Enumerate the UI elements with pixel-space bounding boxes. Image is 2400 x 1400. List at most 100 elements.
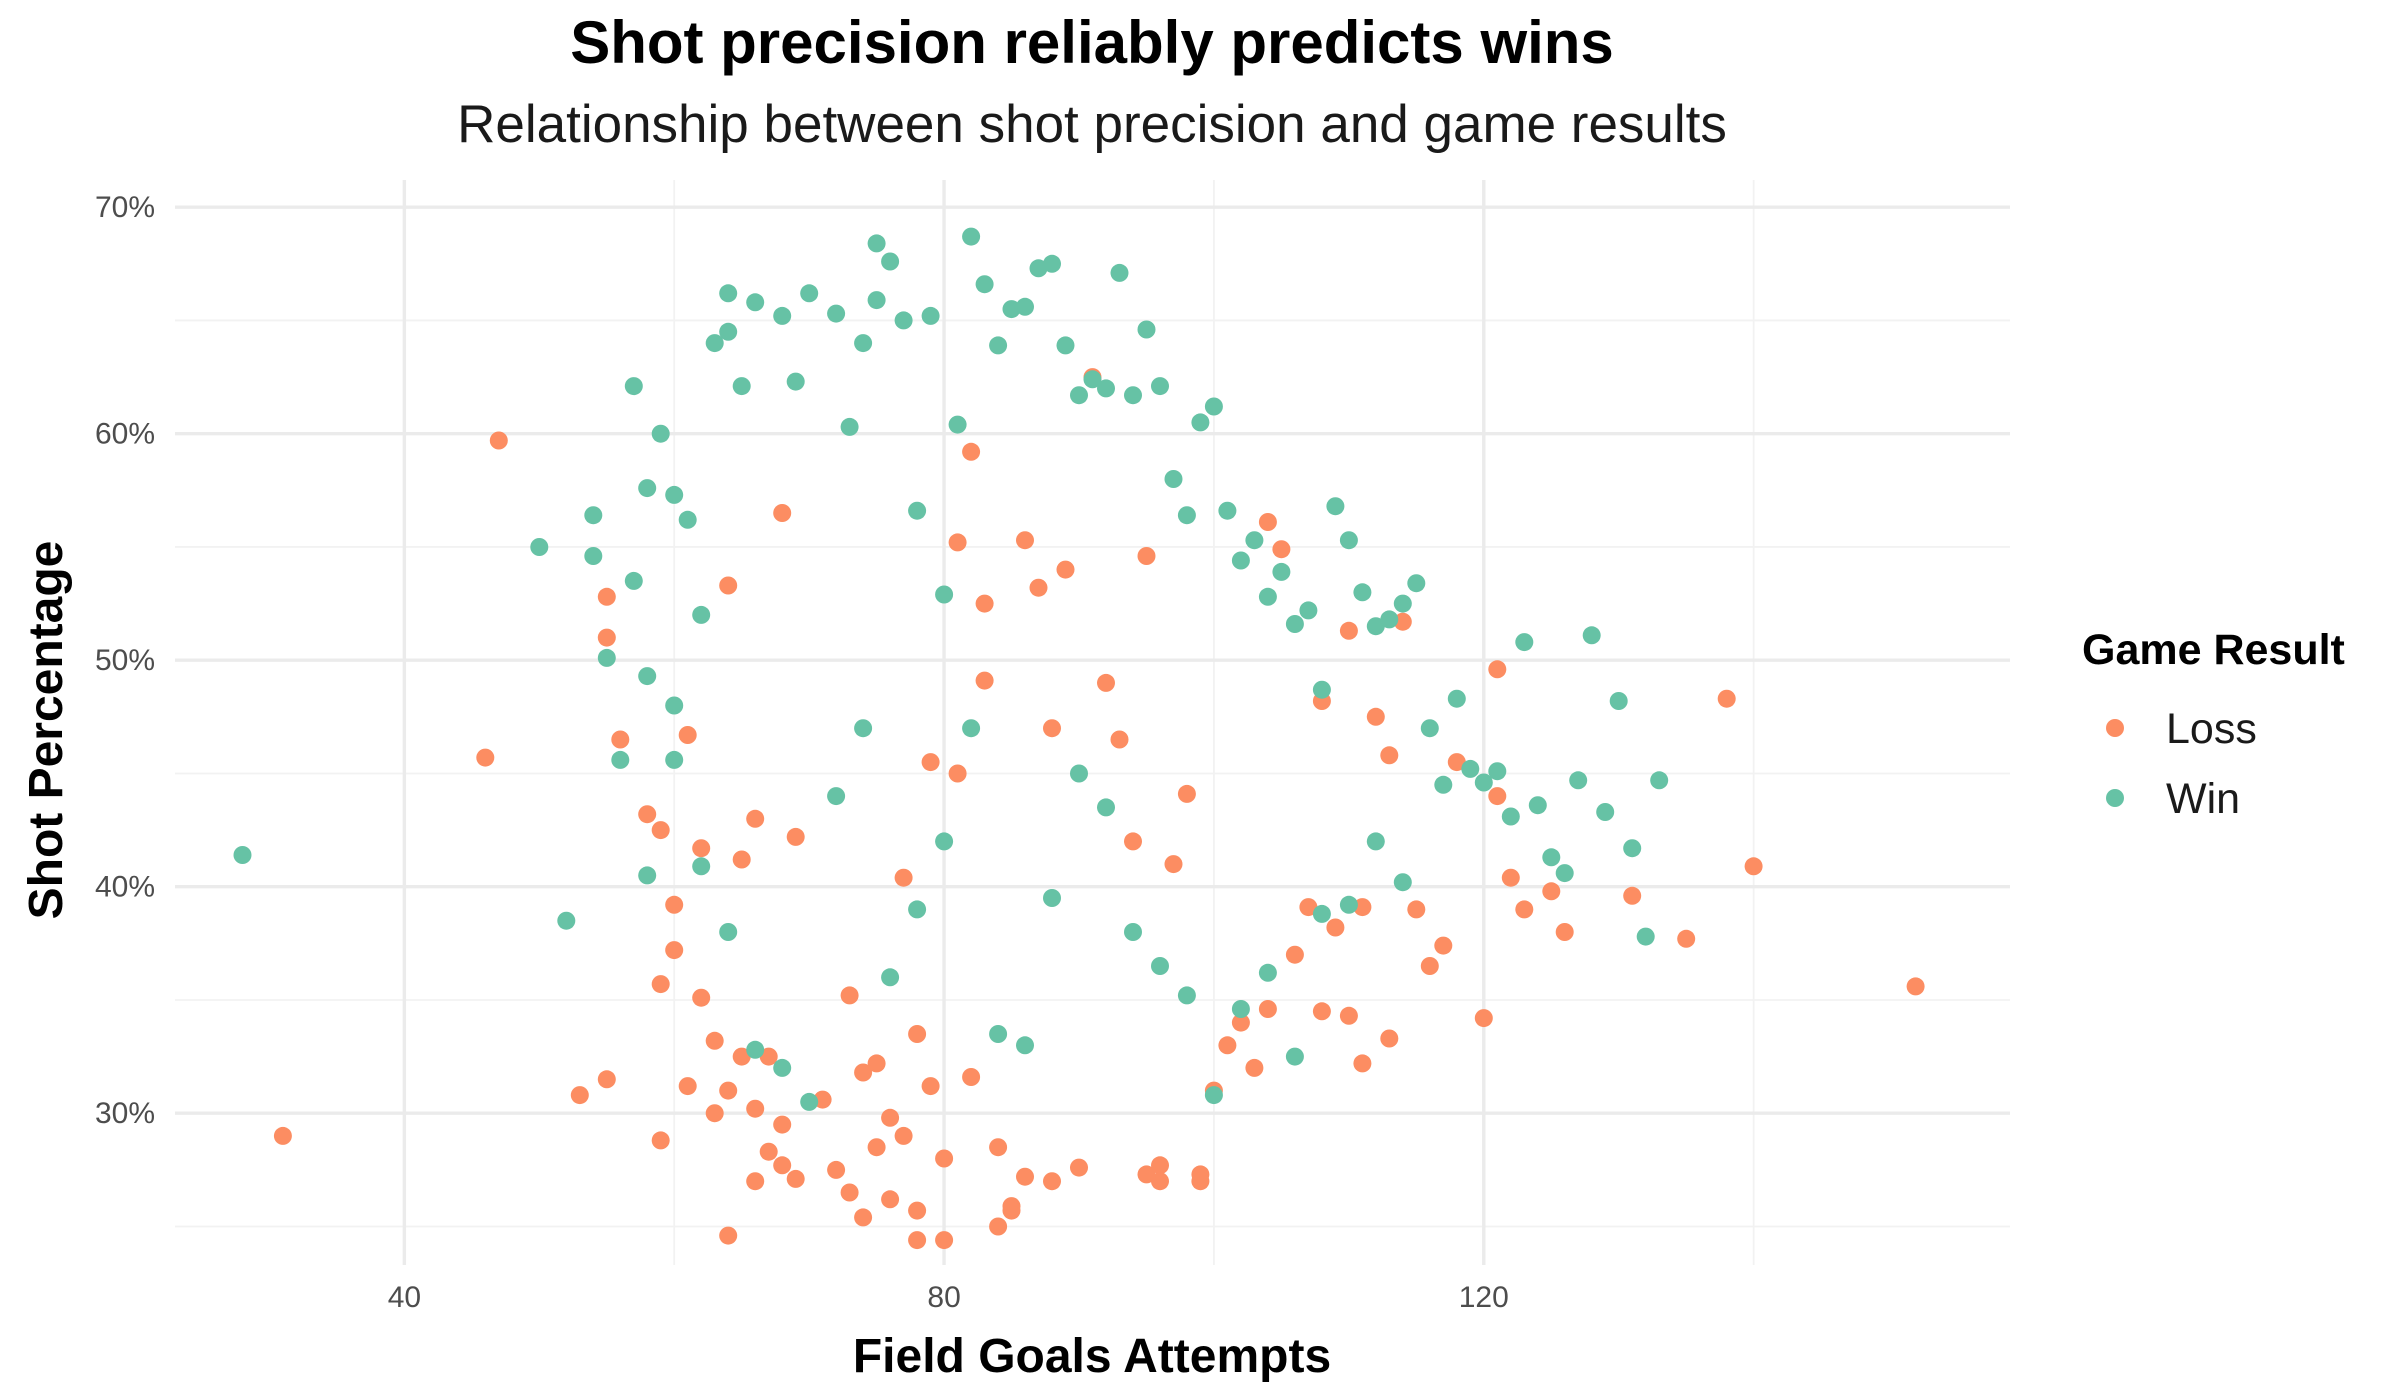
point-loss <box>1056 560 1075 579</box>
point-win <box>638 667 657 686</box>
point-win <box>1380 610 1399 629</box>
point-win <box>1151 377 1169 396</box>
point-loss <box>894 868 913 887</box>
point-win <box>705 334 724 353</box>
point-loss <box>1272 540 1291 559</box>
point-win <box>840 417 859 436</box>
point-loss <box>719 1226 738 1245</box>
point-loss <box>813 1090 832 1109</box>
point-loss <box>1677 929 1696 948</box>
point-loss <box>1312 1002 1331 1021</box>
point-loss <box>489 431 508 450</box>
point-loss <box>1218 1036 1237 1055</box>
point-loss <box>854 1063 873 1082</box>
x-tick-label: 40 <box>388 1281 421 1314</box>
point-win <box>867 291 886 310</box>
point-win <box>1636 927 1655 946</box>
point-loss <box>1488 787 1507 806</box>
point-loss <box>962 1068 981 1086</box>
point-loss <box>1353 1054 1372 1073</box>
point-loss <box>854 1208 873 1227</box>
x-axis-ticks: 40 80 120 <box>388 1281 1509 1314</box>
point-loss <box>665 941 684 960</box>
point-loss <box>1326 918 1345 937</box>
point-loss <box>840 1183 859 1202</box>
point-win <box>1177 986 1196 1005</box>
point-loss <box>1744 857 1763 876</box>
point-loss <box>1070 1158 1088 1177</box>
point-win <box>935 585 954 604</box>
point-win <box>881 252 900 271</box>
point-win <box>1231 1000 1250 1018</box>
point-loss <box>881 1190 900 1209</box>
point-loss <box>773 1115 792 1134</box>
point-loss <box>773 504 792 522</box>
point-loss <box>759 1142 778 1161</box>
point-win <box>1110 263 1129 282</box>
point-win <box>719 284 738 303</box>
point-loss <box>948 764 967 783</box>
point-win <box>773 306 792 325</box>
series-loss <box>273 368 1925 1250</box>
point-win <box>1070 764 1088 783</box>
point-win <box>1164 470 1183 488</box>
point-loss <box>1191 1165 1210 1184</box>
legend-label-loss: Loss <box>2166 705 2257 753</box>
point-loss <box>989 1217 1008 1236</box>
series-win <box>233 227 1669 1111</box>
point-loss <box>705 1104 724 1123</box>
point-loss <box>867 1054 886 1073</box>
point-loss <box>827 1160 846 1179</box>
point-win <box>1218 501 1237 520</box>
point-loss <box>1124 832 1142 851</box>
point-win <box>1420 719 1439 738</box>
y-axis-ticks: 30% 40% 50% 60% 70% <box>95 191 155 1130</box>
point-loss <box>570 1086 589 1105</box>
point-loss <box>1515 900 1534 919</box>
point-win <box>651 424 670 443</box>
point-loss <box>908 1231 927 1250</box>
point-win <box>1137 320 1156 339</box>
point-win <box>1542 848 1561 867</box>
point-win <box>1043 254 1061 273</box>
point-win <box>746 293 765 312</box>
point-win <box>1002 300 1021 319</box>
point-win <box>233 846 252 864</box>
point-loss <box>1258 513 1277 531</box>
point-win <box>1312 680 1331 699</box>
point-loss <box>1393 612 1412 631</box>
chart-title: Shot precision reliably predicts wins <box>570 9 1614 76</box>
point-loss <box>989 1138 1008 1157</box>
point-win <box>962 227 981 246</box>
point-win <box>1151 957 1169 975</box>
point-win <box>908 900 927 919</box>
point-loss <box>1407 900 1426 919</box>
point-win <box>1650 771 1669 790</box>
point-win <box>1299 601 1318 620</box>
point-win <box>1258 587 1277 606</box>
point-loss <box>975 594 994 613</box>
point-loss <box>732 1047 751 1066</box>
point-win <box>1272 562 1291 581</box>
point-loss <box>692 839 711 858</box>
point-win <box>584 506 603 525</box>
point-win <box>948 415 967 434</box>
point-loss <box>1029 578 1048 597</box>
point-win <box>692 605 711 624</box>
point-loss <box>975 671 994 690</box>
point-win <box>1366 832 1385 851</box>
point-loss <box>786 827 805 846</box>
point-loss <box>1339 621 1358 640</box>
point-loss <box>1366 707 1385 726</box>
point-loss <box>1043 1172 1061 1191</box>
point-win <box>1204 1086 1223 1105</box>
point-win <box>908 501 927 520</box>
point-loss <box>1623 886 1642 905</box>
point-loss <box>1164 855 1183 874</box>
point-win <box>1434 775 1453 794</box>
y-tick-label: 60% <box>95 418 155 451</box>
point-loss <box>692 988 711 1007</box>
point-loss <box>921 753 940 772</box>
point-loss <box>786 1169 805 1188</box>
